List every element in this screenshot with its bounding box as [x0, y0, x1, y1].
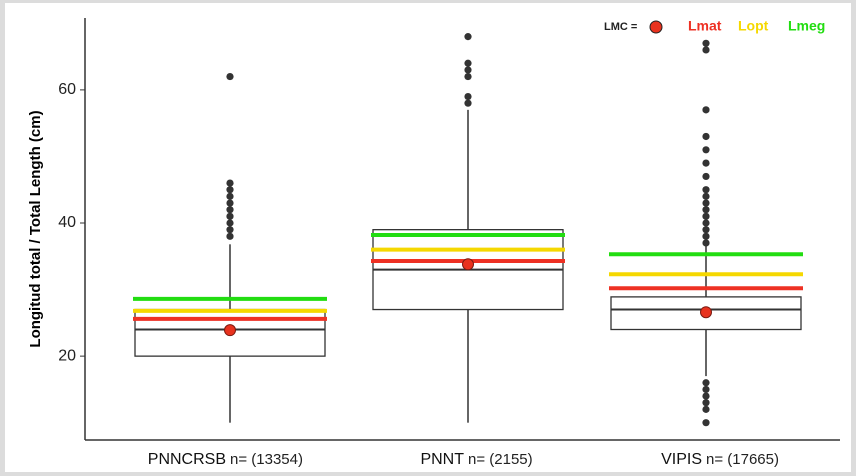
outlier — [464, 99, 472, 107]
outlier — [702, 392, 710, 400]
outlier — [702, 39, 710, 47]
legend-label: Lopt — [738, 18, 769, 34]
outlier — [702, 219, 710, 227]
outlier — [226, 232, 234, 240]
outlier — [702, 212, 710, 220]
outlier — [702, 239, 710, 247]
outlier — [702, 385, 710, 394]
outlier — [464, 92, 472, 101]
outlier — [702, 192, 710, 200]
lmc-point — [700, 306, 712, 319]
outlier — [464, 33, 472, 41]
y-tick-label: 40 — [58, 214, 76, 231]
outlier — [226, 199, 234, 207]
outlier — [464, 66, 472, 74]
outlier — [226, 186, 234, 194]
outlier — [464, 72, 472, 81]
outlier — [226, 192, 234, 200]
outlier — [226, 179, 234, 187]
n-label: n= (17665) — [706, 451, 779, 468]
outlier — [226, 219, 234, 227]
legend-marker — [649, 20, 663, 34]
y-tick-label: 60 — [58, 81, 76, 98]
legend-label: LMC = — [604, 21, 637, 33]
outlier — [702, 132, 710, 141]
outlier — [702, 199, 710, 207]
outlier — [226, 212, 234, 220]
outlier — [702, 419, 710, 427]
outlier — [464, 59, 472, 67]
x-tick-label: VIPIS — [661, 451, 702, 468]
outlier — [702, 172, 710, 181]
y-axis-label: Longitud total / Total Length (cm) — [27, 110, 44, 347]
outlier — [702, 379, 710, 387]
x-tick-label: PNNCRSB — [148, 451, 226, 468]
lmc-point — [224, 324, 236, 337]
outlier — [702, 159, 710, 167]
lmc-point — [462, 258, 474, 271]
n-label: n= (2155) — [468, 451, 533, 468]
n-label: n= (13354) — [230, 451, 303, 468]
legend-label: Lmeg — [788, 18, 825, 34]
y-tick-label: 20 — [58, 347, 76, 364]
outlier — [226, 72, 234, 81]
outlier — [702, 226, 710, 234]
outlier — [702, 186, 710, 194]
outlier — [702, 106, 710, 114]
legend-label: Lmat — [688, 18, 722, 34]
outlier — [226, 206, 234, 214]
outlier — [226, 226, 234, 234]
outlier — [702, 232, 710, 240]
outlier — [702, 405, 710, 413]
outlier — [702, 146, 710, 154]
x-tick-label: PNNT — [420, 451, 464, 468]
outlier — [702, 46, 710, 54]
outlier — [702, 206, 710, 214]
outlier — [702, 399, 710, 407]
